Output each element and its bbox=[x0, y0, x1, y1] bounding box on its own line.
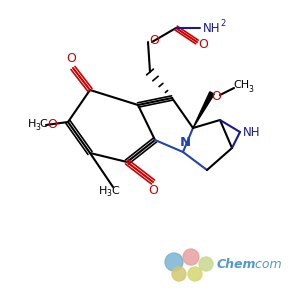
Text: O: O bbox=[149, 34, 159, 46]
Text: O: O bbox=[211, 91, 221, 103]
Text: CH: CH bbox=[233, 80, 249, 90]
Text: 3: 3 bbox=[106, 188, 111, 197]
Text: O: O bbox=[66, 52, 76, 65]
Text: .com: .com bbox=[251, 257, 282, 271]
Circle shape bbox=[188, 267, 202, 281]
Text: H: H bbox=[99, 186, 107, 196]
Text: O: O bbox=[198, 38, 208, 52]
Text: 3: 3 bbox=[249, 85, 254, 94]
Text: C: C bbox=[111, 186, 119, 196]
Text: O: O bbox=[47, 118, 57, 131]
Text: 3: 3 bbox=[36, 122, 40, 131]
Circle shape bbox=[183, 249, 199, 265]
Text: 2: 2 bbox=[220, 19, 226, 28]
Circle shape bbox=[199, 257, 213, 271]
Text: Chem: Chem bbox=[217, 257, 256, 271]
Text: N: N bbox=[179, 136, 191, 149]
Circle shape bbox=[172, 267, 186, 281]
Text: H: H bbox=[28, 119, 36, 129]
Text: NH: NH bbox=[243, 125, 261, 139]
Polygon shape bbox=[193, 92, 214, 128]
Text: C: C bbox=[39, 119, 47, 129]
Circle shape bbox=[165, 253, 183, 271]
Text: O: O bbox=[148, 184, 158, 196]
Text: NH: NH bbox=[203, 22, 221, 34]
